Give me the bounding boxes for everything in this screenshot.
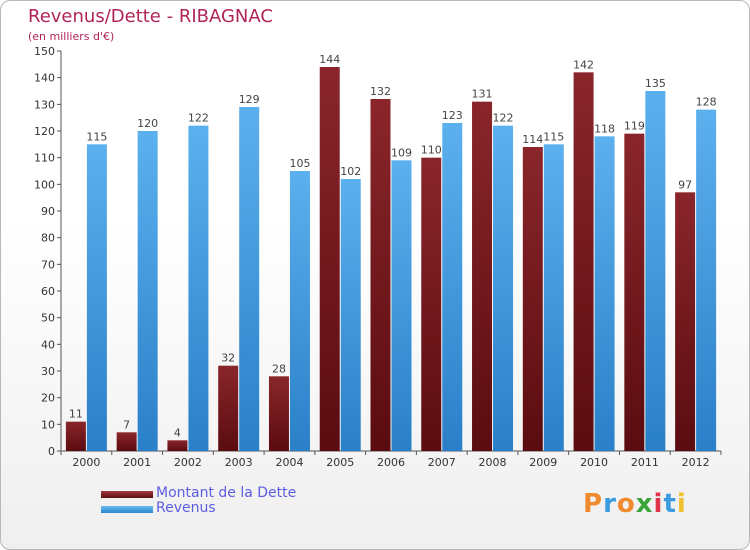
bar-dette	[268, 376, 289, 451]
y-tick-label: 20	[41, 392, 55, 405]
bar-revenus	[188, 125, 209, 452]
bar-revenus	[594, 136, 615, 452]
data-label-dette: 11	[69, 408, 83, 421]
y-tick-label: 90	[41, 205, 55, 218]
x-tick-label: 2008	[479, 456, 507, 469]
legend-swatch-revenus	[101, 506, 153, 513]
x-tick-label: 2004	[275, 456, 303, 469]
data-label-dette: 7	[123, 418, 130, 431]
bar-revenus	[137, 131, 158, 451]
logo-letter: x	[635, 489, 654, 519]
data-label-revenus: 109	[391, 146, 412, 159]
x-tick-label: 2009	[529, 456, 557, 469]
bar-revenus	[391, 160, 412, 452]
bar-dette	[65, 421, 86, 451]
bar-revenus	[645, 91, 666, 451]
y-tick-label: 130	[34, 98, 55, 111]
bar-dette	[624, 133, 645, 451]
logo-letter: r	[603, 489, 617, 519]
x-tick-label: 2010	[580, 456, 608, 469]
bar-dette	[573, 72, 594, 451]
bar-dette	[167, 440, 188, 451]
x-tick-label: 2007	[428, 456, 456, 469]
data-label-revenus: 105	[289, 157, 310, 170]
data-label-revenus: 118	[594, 122, 615, 135]
legend-swatch-dette	[101, 491, 153, 498]
bar-revenus	[239, 107, 260, 451]
x-tick-label: 2012	[682, 456, 710, 469]
logo-letter: P	[583, 489, 604, 519]
data-label-dette: 119	[624, 120, 645, 133]
data-label-revenus: 135	[645, 77, 666, 90]
data-label-dette: 142	[573, 58, 594, 71]
data-label-dette: 4	[174, 426, 181, 439]
data-label-dette: 110	[421, 144, 442, 157]
x-tick-label: 2006	[377, 456, 405, 469]
x-tick-label: 2003	[225, 456, 253, 469]
y-tick-label: 60	[41, 285, 55, 298]
data-label-revenus: 102	[340, 165, 361, 178]
data-label-revenus: 122	[188, 112, 209, 125]
y-tick-label: 150	[34, 45, 55, 58]
bar-revenus	[340, 179, 361, 451]
bar-revenus	[543, 144, 564, 452]
bar-dette	[370, 99, 391, 451]
chart-subtitle: (en milliers d'€)	[28, 30, 115, 43]
bar-revenus	[442, 123, 463, 451]
bar-revenus	[493, 125, 514, 452]
x-tick-label: 2002	[174, 456, 202, 469]
data-label-revenus: 129	[239, 93, 260, 106]
legend-label-revenus: Revenus	[156, 500, 216, 516]
data-label-dette: 114	[522, 133, 543, 146]
bar-dette	[472, 101, 493, 452]
logo-letter: o	[616, 489, 636, 519]
y-tick-label: 100	[34, 178, 55, 191]
data-label-revenus: 128	[696, 96, 717, 109]
bar-revenus	[86, 144, 107, 452]
bar-revenus	[696, 109, 717, 452]
y-tick-label: 110	[34, 152, 55, 165]
y-tick-label: 120	[34, 125, 55, 138]
bar-dette	[522, 147, 543, 451]
bar-revenus	[289, 171, 310, 451]
bar-dette	[421, 157, 442, 451]
logo-letter: i	[676, 489, 687, 519]
bar-dette	[116, 432, 137, 451]
y-tick-label: 40	[41, 338, 55, 351]
y-tick-label: 10	[41, 418, 55, 431]
data-label-dette: 97	[678, 178, 692, 191]
data-label-revenus: 120	[137, 117, 158, 130]
logo-letter: t	[663, 489, 677, 519]
data-label-revenus: 122	[493, 112, 514, 125]
y-tick-label: 70	[41, 258, 55, 271]
data-label-dette: 28	[272, 362, 286, 375]
x-tick-label: 2001	[123, 456, 151, 469]
x-tick-label: 2011	[631, 456, 659, 469]
data-label-dette: 144	[319, 53, 340, 66]
x-tick-label: 2005	[326, 456, 354, 469]
logo-letter: i	[653, 489, 664, 519]
chart-title: Revenus/Dette - RIBAGNAC	[28, 6, 273, 27]
bar-dette	[218, 365, 239, 451]
y-tick-label: 80	[41, 232, 55, 245]
data-label-revenus: 115	[86, 130, 107, 143]
data-label-dette: 132	[370, 85, 391, 98]
legend-label-dette: Montant de la Dette	[156, 485, 297, 501]
proxiti-logo: Proxiti	[583, 489, 687, 519]
bar-dette	[319, 67, 340, 451]
y-tick-label: 30	[41, 365, 55, 378]
bar-dette	[675, 192, 696, 452]
x-tick-label: 2000	[72, 456, 100, 469]
data-label-revenus: 123	[442, 109, 463, 122]
y-tick-label: 50	[41, 312, 55, 325]
y-tick-label: 0	[48, 445, 55, 458]
y-tick-label: 140	[34, 72, 55, 85]
data-label-dette: 32	[221, 352, 235, 365]
data-label-dette: 131	[472, 88, 493, 101]
data-label-revenus: 115	[543, 130, 564, 143]
